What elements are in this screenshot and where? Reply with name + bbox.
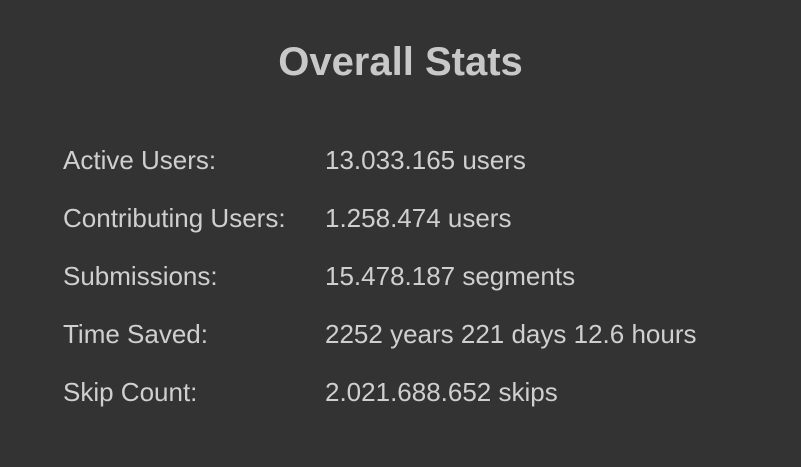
stat-label: Time Saved: bbox=[63, 318, 208, 349]
stat-value: 15.478.187 segments bbox=[325, 260, 576, 291]
stat-row: Active Users: 13.033.165 users bbox=[60, 131, 699, 189]
stat-label: Active Users: bbox=[63, 144, 217, 175]
stat-row: Skip Count: 2.021.688.652 skips bbox=[60, 363, 699, 421]
stat-row: Contributing Users: 1.258.474 users bbox=[60, 189, 699, 247]
stat-label: Skip Count: bbox=[63, 376, 198, 407]
stat-label: Contributing Users: bbox=[63, 202, 286, 233]
stat-row: Time Saved: 2252 years 221 days 12.6 hour… bbox=[60, 305, 699, 363]
stat-row: Submissions: 15.478.187 segments bbox=[60, 247, 699, 305]
stat-value: 2.021.688.652 skips bbox=[325, 376, 558, 407]
stat-label: Submissions: bbox=[63, 260, 218, 291]
stat-value: 13.033.165 users bbox=[325, 144, 526, 175]
stats-table: Active Users: 13.033.165 users Contributin… bbox=[60, 131, 699, 421]
stat-value: 2252 years 221 days 12.6 hours bbox=[325, 318, 697, 349]
title: Overall Stats bbox=[278, 40, 523, 84]
stat-value: 1.258.474 users bbox=[325, 202, 512, 233]
